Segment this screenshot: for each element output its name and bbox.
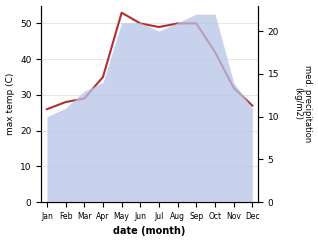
Y-axis label: max temp (C): max temp (C) (5, 73, 15, 135)
Y-axis label: med. precipitation
(kg/m2): med. precipitation (kg/m2) (293, 65, 313, 143)
X-axis label: date (month): date (month) (114, 227, 186, 236)
